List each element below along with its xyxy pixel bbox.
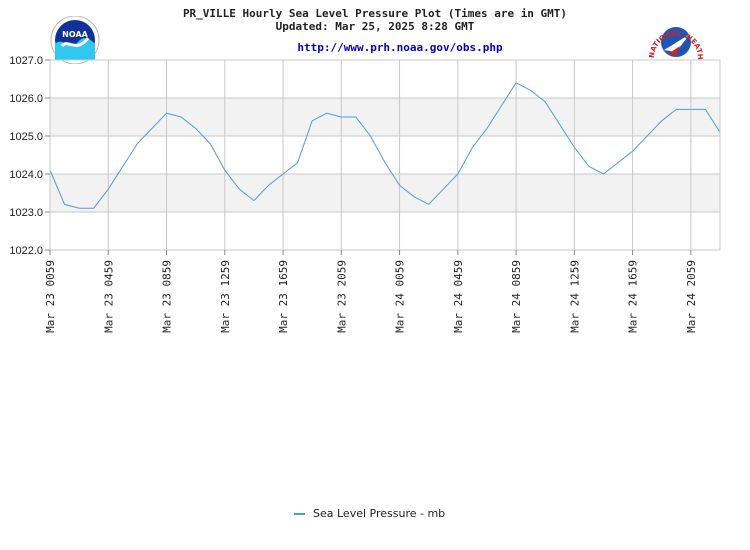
horizontal-gridlines <box>50 59 720 251</box>
x-tick-label: Mar 24 0059 <box>394 260 407 333</box>
x-axis-ticks: Mar 23 0059 Mar 23 0459 Mar 23 0859 Mar 23 … <box>44 250 698 333</box>
band <box>50 174 720 212</box>
noaa-logo: NOAA <box>50 16 100 64</box>
legend: Sea Level Pressure - mb <box>294 507 445 520</box>
y-tick-label: 1023.0 <box>9 207 43 219</box>
x-tick-label: Mar 24 0859 <box>510 260 523 333</box>
updated-timestamp: Updated: Mar 25, 2025 8:28 GMT <box>275 20 475 33</box>
obs-link[interactable]: http://www.prh.noaa.gov/obs.php <box>297 41 503 54</box>
series-line-sea-level-pressure <box>49 82 721 209</box>
vertical-gridlines <box>49 60 692 250</box>
y-axis-ticks: 1022.0 1023.0 1024.0 1025.0 1026.0 1027.0 <box>9 55 50 257</box>
x-tick-label: Mar 23 0059 <box>44 260 57 333</box>
background-bands <box>50 98 720 212</box>
legend-swatch <box>294 512 305 515</box>
x-tick-label: Mar 23 2059 <box>335 260 348 333</box>
x-tick-label: Mar 23 1259 <box>219 260 232 333</box>
y-tick-label: 1026.0 <box>9 93 43 105</box>
nws-logo: NATIONAL WEATHER SERVICE <box>646 14 704 60</box>
y-tick-label: 1025.0 <box>9 131 43 143</box>
x-tick-label: Mar 24 2059 <box>685 260 698 333</box>
band <box>50 98 720 136</box>
noaa-logo-text: NOAA <box>62 30 88 39</box>
legend-label: Sea Level Pressure - mb <box>313 507 446 520</box>
x-tick-label: Mar 23 0859 <box>161 260 174 333</box>
y-tick-label: 1024.0 <box>9 169 43 181</box>
x-tick-label: Mar 23 1659 <box>277 260 290 333</box>
chart-title: PR_VILLE Hourly Sea Level Pressure Plot … <box>182 7 568 20</box>
x-tick-label: Mar 24 1259 <box>568 260 581 333</box>
x-tick-label: Mar 23 0459 <box>102 260 115 333</box>
x-tick-label: Mar 24 1659 <box>627 260 640 333</box>
plot-frame <box>49 59 721 251</box>
x-tick-label: Mar 24 0459 <box>452 260 465 333</box>
y-tick-label: 1027.0 <box>9 55 43 67</box>
y-tick-label: 1022.0 <box>9 245 43 257</box>
